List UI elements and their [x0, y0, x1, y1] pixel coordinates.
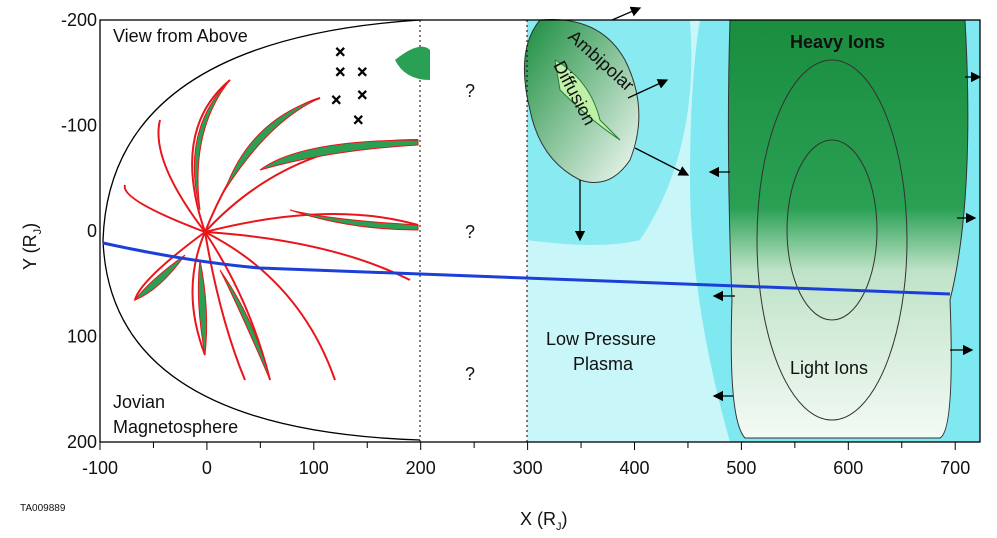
- light-ions-label: Light Ions: [790, 358, 868, 378]
- y-axis-label: Y (RJ): [20, 223, 44, 270]
- magnetosphere-label: Jovian: [113, 392, 165, 412]
- diagram-art: ×× ×× ××: [99, 6, 982, 443]
- x-tick-label: 700: [940, 458, 970, 478]
- y-tick-label: -100: [61, 116, 97, 136]
- figure-id: TA009889: [20, 503, 66, 514]
- x-tick-label: 400: [619, 458, 649, 478]
- y-tick-label: 200: [67, 432, 97, 452]
- magnetosphere-label: Magnetosphere: [113, 417, 238, 437]
- svg-text:×: ×: [357, 62, 368, 82]
- x-tick-label: 500: [726, 458, 756, 478]
- x-axis-label: X (RJ): [520, 509, 568, 533]
- low-pressure-label: Plasma: [573, 354, 634, 374]
- view-title: View from Above: [113, 26, 248, 46]
- y-tick-label: -200: [61, 10, 97, 30]
- question-mark: ?: [465, 81, 475, 101]
- x-tick-label: 200: [406, 458, 436, 478]
- svg-text:×: ×: [331, 90, 342, 110]
- y-tick-label: 0: [87, 221, 97, 241]
- y-axis-label-close: ): [20, 223, 40, 229]
- svg-text:×: ×: [335, 42, 346, 62]
- x-tick-label: 100: [299, 458, 329, 478]
- x-tick-label: -100: [82, 458, 118, 478]
- question-mark: ?: [465, 364, 475, 384]
- x-tick-label: 300: [513, 458, 543, 478]
- svg-text:×: ×: [335, 62, 346, 82]
- question-mark: ?: [465, 222, 475, 242]
- heavy-ions-label: Heavy Ions: [790, 32, 885, 52]
- x-tick-label: 0: [202, 458, 212, 478]
- x-axis-label-close: ): [562, 509, 568, 529]
- svg-text:×: ×: [353, 110, 364, 130]
- low-pressure-label: Low Pressure: [546, 329, 656, 349]
- x-axis-label-sub: J: [556, 521, 562, 533]
- x-axis-label-main: X (R: [520, 509, 556, 529]
- y-tick-label: 100: [67, 327, 97, 347]
- y-axis-label-main: Y (R: [20, 234, 40, 270]
- x-tick-label: 600: [833, 458, 863, 478]
- svg-text:×: ×: [357, 85, 368, 105]
- y-axis-label-sub: J: [32, 229, 44, 235]
